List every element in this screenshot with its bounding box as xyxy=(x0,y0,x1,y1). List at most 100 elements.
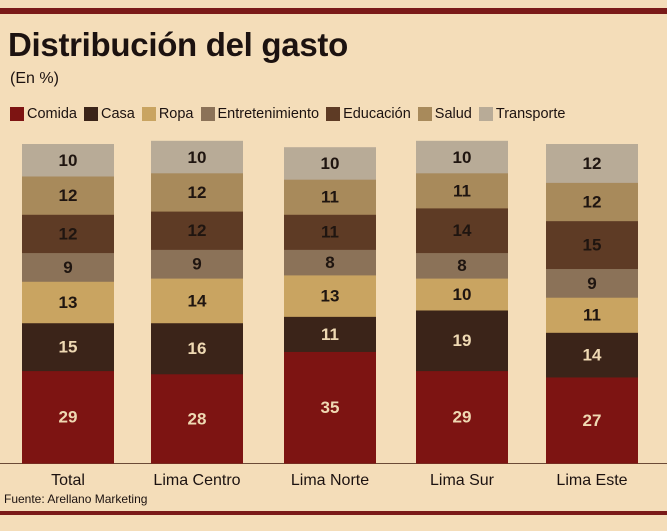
bar-segment xyxy=(151,249,243,279)
data-label: 11 xyxy=(453,181,471,200)
bar-segment xyxy=(151,210,243,250)
legend: Comida Casa Ropa Entretenimiento Educación Sa… xyxy=(10,106,572,122)
bar-segment xyxy=(546,182,638,222)
legend-item: Casa xyxy=(83,106,135,122)
bar-segment xyxy=(22,370,114,464)
legend-swatch xyxy=(83,107,98,121)
x-tick-label: Total xyxy=(51,472,85,489)
data-label: 14 xyxy=(453,221,472,240)
bar-segment xyxy=(284,249,376,276)
data-label: 19 xyxy=(453,331,472,350)
bar-segment xyxy=(284,179,376,215)
bar-segment xyxy=(22,214,114,254)
legend-swatch xyxy=(417,107,432,121)
legend-label: Comida xyxy=(27,106,77,122)
data-label: 9 xyxy=(63,258,72,277)
data-label: 10 xyxy=(453,285,472,304)
bar-segment xyxy=(416,172,508,209)
bar-segment xyxy=(416,277,508,311)
legend-item: Entretenimiento xyxy=(200,106,320,122)
bar-segment xyxy=(546,332,638,378)
data-label: 29 xyxy=(59,408,78,427)
data-label: 8 xyxy=(457,256,466,275)
data-label: 13 xyxy=(321,287,340,306)
data-label: 9 xyxy=(587,274,596,293)
data-label: 11 xyxy=(583,306,601,325)
bar-segment xyxy=(416,207,508,254)
legend-item: Comida xyxy=(10,106,77,122)
legend-swatch xyxy=(10,107,24,121)
bar-segment xyxy=(151,373,243,464)
bar-segment xyxy=(416,370,508,464)
bottom-rule xyxy=(0,511,667,515)
bar-segment xyxy=(151,322,243,375)
data-label: 16 xyxy=(188,339,207,358)
bar-segment xyxy=(284,351,376,464)
bar-segment xyxy=(546,144,638,183)
legend-swatch xyxy=(478,107,493,121)
legend-item: Ropa xyxy=(141,106,194,122)
data-label: 9 xyxy=(192,255,201,274)
chart-title: Distribución del gasto xyxy=(8,26,348,63)
data-label: 13 xyxy=(59,293,78,312)
bar-segment xyxy=(284,274,376,317)
data-label: 10 xyxy=(321,154,340,173)
bar-segment xyxy=(284,316,376,352)
x-tick-label: Lima Sur xyxy=(430,472,495,489)
legend-label: Transporte xyxy=(495,106,566,122)
bar-segment xyxy=(546,268,638,298)
bar-segment xyxy=(151,172,243,212)
bar-segment xyxy=(151,140,243,174)
legend-label: Casa xyxy=(100,106,135,122)
data-label: 29 xyxy=(453,408,472,427)
data-label: 28 xyxy=(188,409,207,428)
data-label: 14 xyxy=(583,346,602,365)
bar-segment xyxy=(546,376,638,464)
legend-swatch xyxy=(200,107,215,121)
legend-label: Salud xyxy=(434,106,472,122)
bar-segment xyxy=(22,144,114,177)
bar-segment xyxy=(284,147,376,180)
data-label: 27 xyxy=(583,411,602,430)
legend-item: Salud xyxy=(417,106,472,122)
bar-segment xyxy=(416,309,508,372)
legend-label: Entretenimiento xyxy=(217,106,320,122)
bar-segment xyxy=(546,297,638,333)
bar-segment xyxy=(22,252,114,282)
x-tick-label: Lima Norte xyxy=(291,472,369,489)
data-label: 12 xyxy=(59,186,78,205)
data-label: 14 xyxy=(188,291,207,310)
legend-item: Educación xyxy=(326,106,411,122)
bar-segment xyxy=(151,277,243,324)
data-label: 12 xyxy=(59,224,78,243)
data-label: 11 xyxy=(321,188,339,207)
data-label: 15 xyxy=(59,338,78,357)
bar-segment xyxy=(22,175,114,215)
data-label: 12 xyxy=(583,192,602,211)
x-tick-label: Lima Centro xyxy=(153,472,240,489)
data-label: 35 xyxy=(321,398,340,417)
legend-label: Ropa xyxy=(158,106,194,122)
data-label: 11 xyxy=(321,223,339,242)
top-rule xyxy=(0,8,667,14)
data-label: 12 xyxy=(583,154,602,173)
legend-swatch xyxy=(326,107,341,121)
data-label: 11 xyxy=(321,325,339,344)
bar-segment xyxy=(416,140,508,174)
data-label: 10 xyxy=(188,148,207,167)
bar-segment xyxy=(22,281,114,324)
data-label: 12 xyxy=(188,221,207,240)
x-tick-label: Lima Este xyxy=(556,472,627,489)
data-label: 12 xyxy=(188,183,207,202)
source-note: Fuente: Arellano Marketing xyxy=(4,492,148,506)
legend-swatch xyxy=(141,107,156,121)
data-label: 10 xyxy=(59,151,78,170)
bar-segment xyxy=(546,220,638,270)
data-label: 15 xyxy=(583,235,602,254)
data-label: 8 xyxy=(325,253,334,272)
chart-subtitle: (En %) xyxy=(10,70,59,87)
bar-segment xyxy=(416,252,508,279)
data-label: 10 xyxy=(453,148,472,167)
legend-item: Transporte xyxy=(478,106,566,122)
